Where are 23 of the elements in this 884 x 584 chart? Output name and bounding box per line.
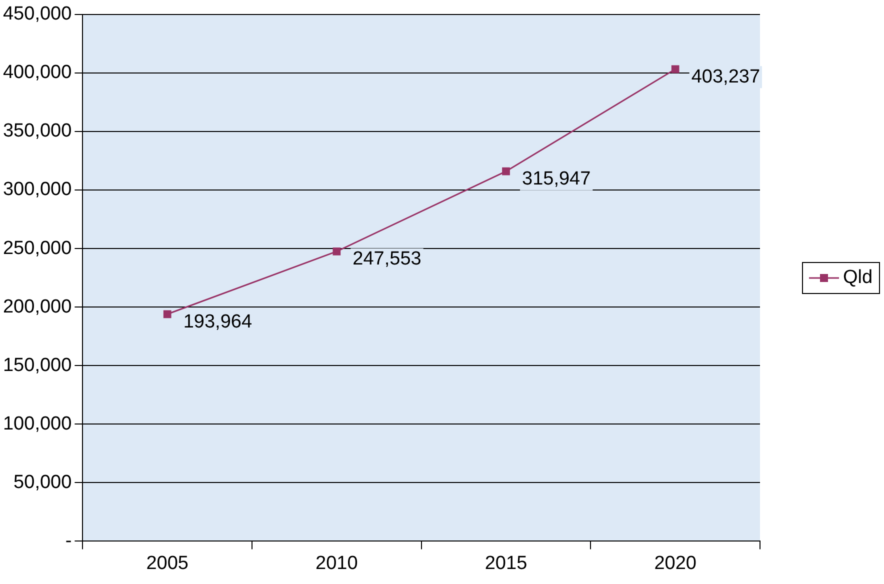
data-label: 193,964	[183, 311, 252, 332]
point	[502, 167, 510, 176]
data-label: 315,947	[522, 168, 591, 190]
legend-label: Qld	[843, 266, 873, 289]
y-tick-label: -	[65, 530, 72, 552]
point	[163, 310, 172, 318]
y-tick-label: 300,000	[2, 179, 72, 200]
x-tick-label: 2005	[146, 552, 188, 574]
y-tick-label: 50,000	[14, 472, 72, 493]
y-tick-label: 100,000	[2, 413, 72, 434]
y-tick-label: 350,000	[2, 120, 72, 142]
y-tick-label: 250,000	[2, 238, 72, 259]
y-tick-label: 400,000	[2, 62, 72, 84]
point	[671, 65, 680, 74]
x-tick-label: 2020	[654, 552, 696, 574]
y-tick-label: 200,000	[2, 296, 72, 318]
point	[332, 247, 341, 256]
x-tick-label: 2010	[316, 552, 358, 574]
data-label: 247,553	[352, 248, 422, 270]
y-tick-label: 150,000	[2, 354, 72, 376]
data-label: 403,237	[691, 66, 760, 88]
x-tick-label: 2015	[484, 552, 528, 574]
y-tick-label: 450,000	[2, 4, 72, 25]
